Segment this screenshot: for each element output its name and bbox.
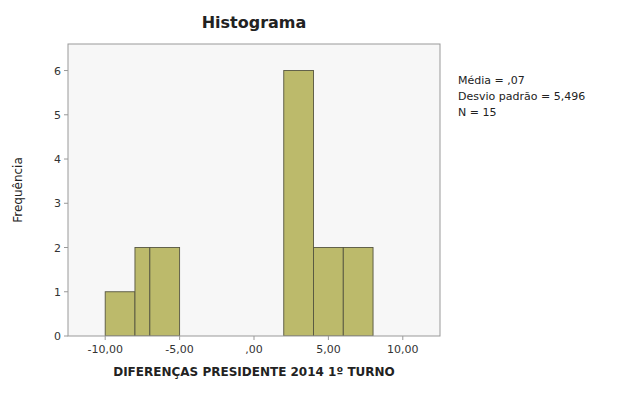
bar bbox=[150, 248, 180, 336]
y-tick-label: 5 bbox=[54, 109, 61, 122]
plot-background bbox=[68, 44, 440, 336]
x-tick bbox=[105, 336, 106, 340]
y-tick bbox=[64, 291, 68, 292]
y-tick bbox=[64, 114, 68, 115]
annotation-line: Média = ,07 bbox=[458, 74, 525, 87]
annotation-line: Desvio padrão = 5,496 bbox=[458, 90, 585, 103]
y-tick-label: 3 bbox=[54, 197, 61, 210]
title: Histograma bbox=[202, 13, 307, 32]
bar bbox=[105, 292, 135, 336]
chart: -10,00 -5,00 ,00 5,00 10,00 0 1 2 3 4 5 6 Histograma… bbox=[0, 0, 630, 401]
x-tick-label: 5,00 bbox=[316, 343, 341, 356]
x-tick-label: -5,00 bbox=[165, 343, 193, 356]
bar bbox=[343, 248, 373, 336]
bar bbox=[284, 71, 314, 336]
y-tick bbox=[64, 203, 68, 204]
x-tick bbox=[402, 336, 403, 340]
y-tick bbox=[64, 336, 68, 337]
annotation: Média = ,07 Desvio padrão = 5,496 N = 15 bbox=[458, 74, 585, 119]
y-tick bbox=[64, 247, 68, 248]
y-tick-label: 4 bbox=[54, 153, 61, 166]
y-tick-label: 6 bbox=[54, 65, 61, 78]
y-tick bbox=[64, 70, 68, 71]
x-tick bbox=[179, 336, 180, 340]
annotation-line: N = 15 bbox=[458, 106, 496, 119]
x-tick bbox=[254, 336, 255, 340]
x-tick-label: -10,00 bbox=[87, 343, 122, 356]
y-tick-label: 0 bbox=[54, 330, 61, 343]
bar bbox=[135, 248, 150, 336]
y-tick-label: 2 bbox=[54, 242, 61, 255]
plot-frame bbox=[68, 44, 440, 336]
y-tick-label: 1 bbox=[54, 286, 61, 299]
x-axis-label: DIFERENÇAS PRESIDENTE 2014 1º TURNO bbox=[113, 365, 395, 379]
x-tick bbox=[328, 336, 329, 340]
y-axis-label: Frequência bbox=[11, 157, 25, 223]
bars bbox=[105, 71, 373, 336]
x-tick-label: 10,00 bbox=[387, 343, 419, 356]
bar bbox=[314, 248, 344, 336]
y-tick bbox=[64, 159, 68, 160]
x-tick-label: ,00 bbox=[245, 343, 263, 356]
